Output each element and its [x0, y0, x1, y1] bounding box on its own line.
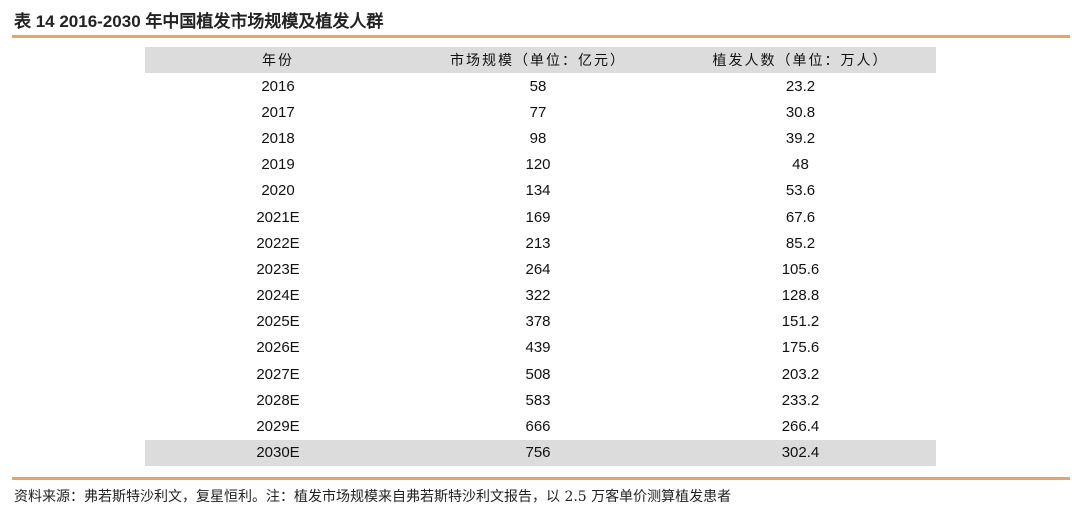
cell-market-size: 666	[525, 418, 551, 436]
table-row: 2025E 378 151.2	[145, 309, 936, 335]
cell-market-size: 756	[411, 439, 665, 466]
cell-year: 2023E	[256, 260, 300, 278]
source-note: 资料来源：弗若斯特沙利文，复星恒利。注：植发市场规模来自弗若斯特沙利文报告，以 …	[14, 489, 732, 505]
table-row: 2030E 756 302.4	[145, 439, 936, 466]
cell-market-size: 378	[525, 313, 551, 331]
cell-patients: 203.2	[781, 365, 820, 383]
table-row: 2027E 508 203.2	[145, 361, 936, 387]
cell-market-size: 134	[525, 182, 551, 200]
cell-market-size: 98	[529, 129, 547, 147]
cell-market-size: 439	[525, 339, 551, 357]
cell-market-size: 77	[529, 103, 547, 121]
cell-year: 2025E	[256, 313, 300, 331]
cell-patients: 48	[792, 156, 809, 174]
table-row: 2029E 666 266.4	[145, 413, 936, 439]
cell-year: 2016	[261, 77, 295, 95]
cell-patients: 67.6	[785, 208, 816, 226]
cell-market-size: 213	[525, 234, 551, 252]
table-title: 表 14 2016-2030 年中国植发市场规模及植发人群	[14, 12, 384, 31]
cell-patients: 233.2	[781, 391, 820, 409]
bottom-divider	[12, 477, 1070, 480]
table-row: 2028E 583 233.2	[145, 387, 936, 413]
top-divider	[12, 35, 1070, 38]
cell-year: 2028E	[256, 391, 300, 409]
cell-patients: 85.2	[785, 234, 816, 252]
cell-year: 2018	[261, 129, 295, 147]
cell-patients: 39.2	[785, 129, 816, 147]
cell-patients: 302.4	[665, 439, 936, 466]
cell-year: 2024E	[256, 287, 300, 305]
header-row: 年份 市场规模（单位：亿元） 植发人数（单位：万人）	[145, 47, 936, 73]
cell-market-size: 58	[529, 77, 547, 95]
cell-year: 2019	[261, 156, 295, 174]
cell-year: 2021E	[256, 208, 300, 226]
header-market-size: 市场规模（单位：亿元）	[411, 47, 665, 73]
cell-year: 2022E	[256, 234, 300, 252]
cell-year: 2030E	[145, 439, 411, 466]
header-year: 年份	[145, 47, 411, 73]
cell-patients: 151.2	[781, 313, 820, 331]
table-row: 2022E 213 85.2	[145, 230, 936, 256]
table-row: 2018 98 39.2	[145, 125, 936, 151]
cell-year: 2020	[261, 182, 295, 200]
cell-market-size: 264	[525, 260, 551, 278]
cell-patients: 266.4	[781, 418, 820, 436]
table-row: 2017 77 30.8	[145, 99, 936, 125]
table-row: 2021E 169 67.6	[145, 204, 936, 230]
table-row: 2016 58 23.2	[145, 73, 936, 99]
cell-patients: 105.6	[781, 260, 820, 278]
cell-patients: 30.8	[785, 103, 816, 121]
cell-year: 2017	[261, 103, 295, 121]
cell-year: 2029E	[256, 418, 300, 436]
cell-year: 2027E	[256, 365, 300, 383]
cell-market-size: 120	[525, 156, 551, 174]
cell-patients: 175.6	[781, 339, 820, 357]
table-row: 2023E 264 105.6	[145, 256, 936, 282]
cell-market-size: 322	[525, 287, 551, 305]
cell-year: 2026E	[256, 339, 300, 357]
table-row: 2026E 439 175.6	[145, 335, 936, 361]
market-table: 年份 市场规模（单位：亿元） 植发人数（单位：万人） 2016 58 23.2 201…	[145, 47, 936, 466]
cell-market-size: 508	[525, 365, 551, 383]
cell-patients: 128.8	[781, 287, 820, 305]
cell-patients: 53.6	[785, 182, 816, 200]
header-patients: 植发人数（单位：万人）	[665, 47, 936, 73]
cell-market-size: 169	[525, 208, 551, 226]
cell-market-size: 583	[525, 391, 551, 409]
table-row: 2020 134 53.6	[145, 178, 936, 204]
cell-patients: 23.2	[785, 77, 816, 95]
table-row: 2024E 322 128.8	[145, 283, 936, 309]
table-row: 2019 120 48	[145, 152, 936, 178]
